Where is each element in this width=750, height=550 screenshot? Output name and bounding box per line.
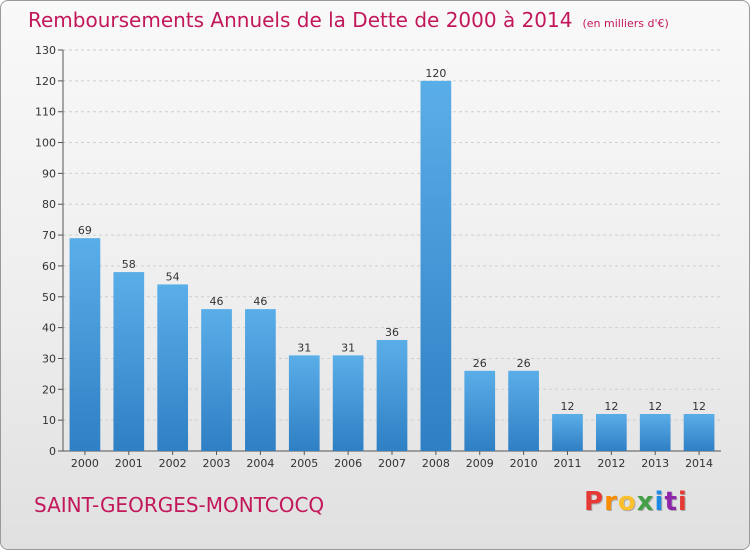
data-label-2004: 46	[253, 295, 267, 308]
data-label-2000: 69	[78, 224, 92, 237]
y-tick-label: 120	[35, 75, 56, 88]
proxiti-logo: Proxiti	[584, 487, 688, 517]
data-label-2013: 12	[648, 400, 662, 413]
data-label-2003: 46	[210, 295, 224, 308]
y-tick-label: 130	[35, 44, 56, 57]
data-label-2011: 12	[560, 400, 574, 413]
x-tick-label-2014: 2014	[685, 457, 713, 470]
x-tick-label-2005: 2005	[290, 457, 318, 470]
x-tick-label-2011: 2011	[553, 457, 581, 470]
bar-2005	[288, 355, 320, 451]
y-tick-label: 70	[42, 229, 56, 242]
x-tick-label-2009: 2009	[466, 457, 494, 470]
bar-2004	[245, 309, 276, 451]
y-tick-label: 90	[42, 167, 56, 180]
data-label-2014: 12	[692, 400, 706, 413]
x-tick-label-2003: 2003	[203, 457, 231, 470]
x-tick-label-2010: 2010	[510, 457, 538, 470]
y-tick-label: 80	[42, 198, 56, 211]
bar-2011	[552, 413, 583, 451]
data-label-2001: 58	[122, 258, 136, 271]
logo-letter: o	[617, 487, 637, 517]
chart-subtitle: (en milliers d'€)	[582, 17, 669, 30]
x-tick-label-2012: 2012	[597, 457, 625, 470]
data-label-2009: 26	[473, 357, 487, 370]
y-tick-label: 50	[42, 291, 56, 304]
commune-name: SAINT-GEORGES-MONTCOCQ	[34, 493, 325, 517]
y-tick-label: 20	[42, 383, 56, 396]
data-label-2002: 54	[166, 270, 180, 283]
y-tick-label: 0	[49, 445, 56, 458]
x-tick-label-2008: 2008	[422, 457, 450, 470]
bar-2006	[332, 355, 364, 451]
bar-2010	[508, 370, 539, 451]
y-tick-label: 40	[42, 322, 56, 335]
bar-2002	[157, 284, 189, 451]
data-label-2008: 120	[425, 67, 446, 80]
logo-letter: i	[654, 487, 665, 517]
y-tick-label: 10	[42, 414, 56, 427]
chart-title-text: Remboursements Annuels de la Dette de 20…	[28, 8, 573, 32]
data-label-2005: 31	[297, 341, 311, 354]
x-tick-label-2006: 2006	[334, 457, 362, 470]
data-label-2006: 31	[341, 341, 355, 354]
logo-letter: r	[604, 487, 618, 517]
bars	[69, 80, 715, 451]
chart-title: Remboursements Annuels de la Dette de 20…	[28, 8, 669, 32]
x-tick-label-2007: 2007	[378, 457, 406, 470]
logo-letter: t	[664, 487, 678, 517]
bar-2014	[683, 413, 715, 451]
logo-letter: i	[677, 487, 688, 517]
x-tick-label-2001: 2001	[115, 457, 143, 470]
x-tick-label-2000: 2000	[71, 457, 99, 470]
bar-2003	[201, 309, 232, 451]
bar-2000	[69, 238, 101, 451]
bar-2009	[464, 370, 496, 451]
y-tick-label: 100	[35, 137, 56, 150]
logo-letter: x	[636, 487, 655, 517]
bar-2001	[113, 272, 145, 451]
bar-2013	[639, 413, 671, 451]
y-tick-label: 60	[42, 260, 56, 273]
x-tick-label-2013: 2013	[641, 457, 669, 470]
data-label-2012: 12	[604, 400, 618, 413]
data-label-2010: 26	[517, 357, 531, 370]
data-labels: 69 58 54 46 46 31 31 36 120 26 26 12 12 12 12	[78, 67, 706, 413]
x-tick-label-2004: 2004	[246, 457, 274, 470]
logo-letter: P	[584, 487, 605, 517]
y-tick-label: 110	[35, 106, 56, 119]
bar-2008	[420, 80, 452, 451]
y-tick-labels: 0 10 20 30 40 50 60 70 80 90 100 110 120 130	[35, 44, 56, 458]
bar-2012	[595, 413, 627, 451]
bar-2007	[376, 339, 408, 451]
y-tick-label: 30	[42, 352, 56, 365]
data-label-2007: 36	[385, 326, 399, 339]
x-tick-labels: 2000 2001 2002 2003 2004 2005 2006 2007 2008 2009…	[71, 451, 713, 470]
x-tick-label-2002: 2002	[159, 457, 187, 470]
